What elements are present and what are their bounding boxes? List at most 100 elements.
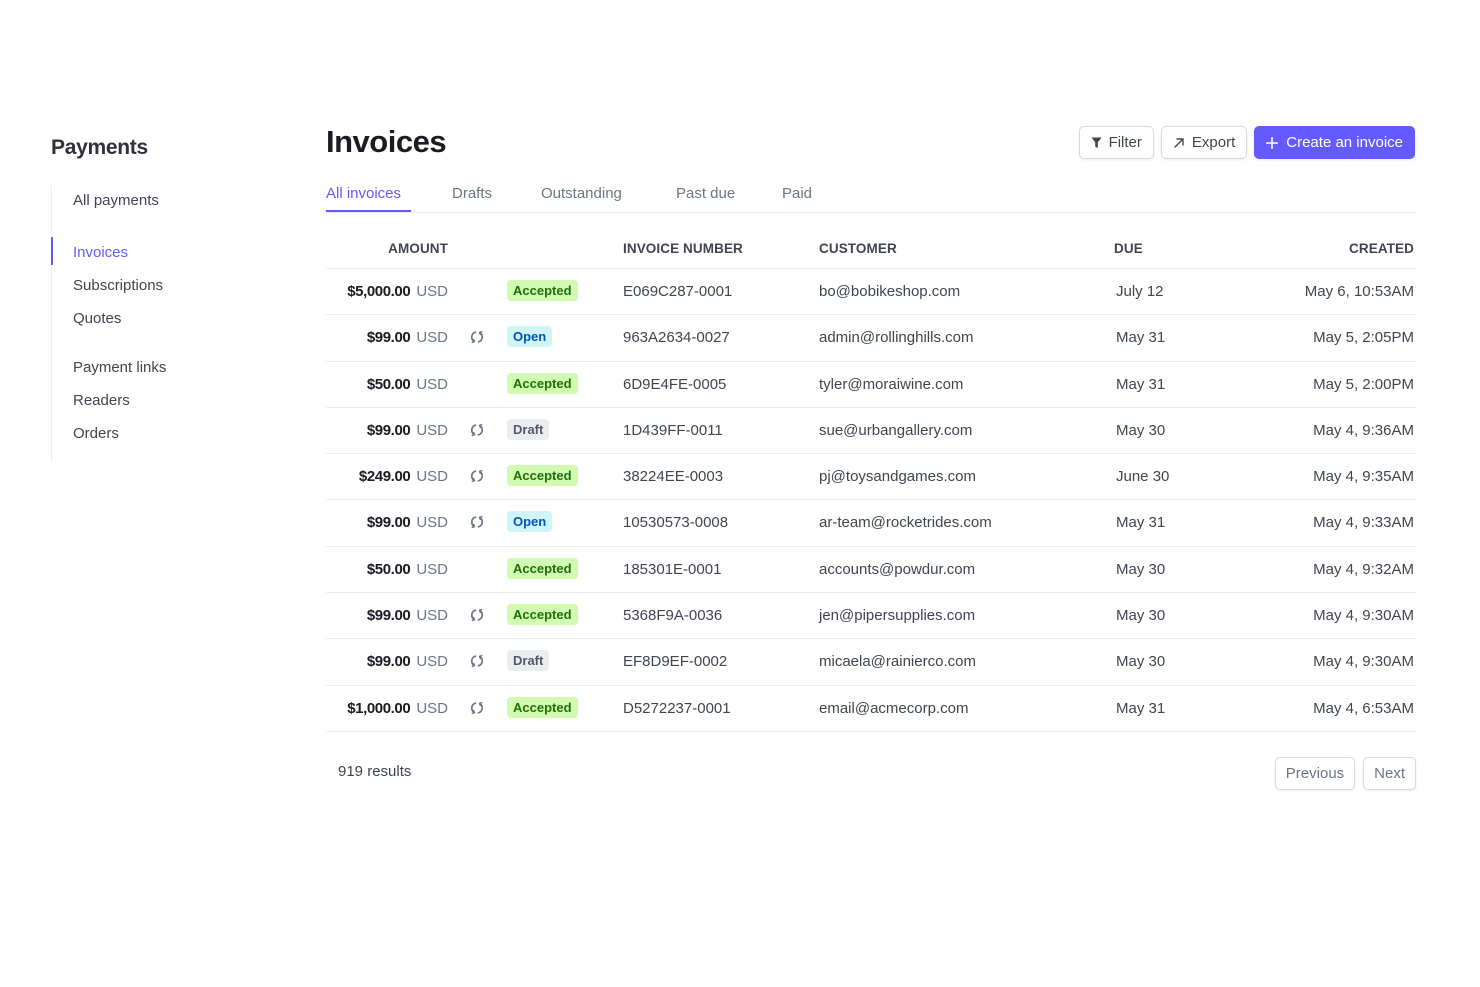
amount-value: $5,000.00 (347, 283, 411, 300)
table-row[interactable]: $99.00 USD Accepted 5368F9A-0036 jen@pipe… (326, 593, 1416, 640)
due-date: May 30 (1116, 421, 1166, 439)
amount-cell: $50.00 USD (367, 561, 448, 579)
amount-cell: $5,000.00 USD (347, 283, 448, 301)
tab-paid[interactable]: Paid (782, 185, 813, 202)
customer-email: ar-team@rocketrides.com (819, 514, 992, 532)
amount-cell: $99.00 USD (367, 329, 448, 347)
currency-code: USD (416, 560, 448, 578)
created-date: May 4, 9:35AM (1313, 468, 1414, 486)
table-header: AMOUNT INVOICE NUMBER CUSTOMER DUE CREAT… (326, 230, 1416, 269)
currency-code: USD (416, 514, 448, 532)
amount-cell: $1,000.00 USD (347, 700, 448, 718)
sidebar-item-readers[interactable]: Readers (73, 392, 130, 409)
filter-label: Filter (1108, 134, 1142, 151)
column-header-amount[interactable]: AMOUNT (388, 241, 448, 256)
table-row[interactable]: $50.00 USD Accepted 6D9E4FE-0005 tyler@mo… (326, 362, 1416, 408)
due-date: May 31 (1116, 329, 1166, 347)
active-tab-underline (326, 210, 411, 212)
sidebar-item-invoices[interactable]: Invoices (73, 244, 129, 261)
invoice-number: E069C287-0001 (623, 283, 733, 300)
recurring-icon (468, 328, 486, 346)
due-date: July 12 (1116, 283, 1164, 300)
header-actions: Filter Export Create an invoice (1078, 126, 1415, 159)
due-date: May 31 (1116, 375, 1166, 393)
tab-drafts[interactable]: Drafts (452, 185, 493, 202)
pagination: Previous Next (1274, 757, 1416, 790)
table-row[interactable]: $99.00 USD Open 963A2634-0027 admin@rolli… (326, 315, 1416, 362)
tab-past-due[interactable]: Past due (676, 185, 736, 202)
table-row[interactable]: $5,000.00 USD Accepted E069C287-0001 bo@b… (326, 269, 1416, 316)
created-date: May 4, 6:53AM (1313, 699, 1414, 717)
status-badge: Open (507, 511, 553, 533)
customer-email: micaela@rainierco.com (819, 653, 976, 671)
status-badge: Draft (507, 650, 550, 672)
table-row[interactable]: $99.00 USD Draft 1D439FF-0011 sue@urbanga… (326, 408, 1416, 455)
created-date: May 5, 2:00PM (1313, 375, 1414, 393)
status-badge: Accepted (507, 372, 578, 394)
next-page-button[interactable]: Next (1363, 757, 1416, 790)
sidebar: Payments All payments Invoices Subscript… (51, 134, 291, 461)
export-button[interactable]: Export (1160, 126, 1248, 159)
amount-value: $50.00 (366, 375, 411, 393)
customer-email: accounts@powdur.com (819, 560, 976, 578)
status-badge: Draft (507, 418, 550, 440)
created-date: May 4, 9:30AM (1313, 653, 1414, 671)
create-invoice-button[interactable]: Create an invoice (1254, 126, 1415, 159)
filter-icon (1091, 137, 1102, 149)
created-date: May 4, 9:30AM (1313, 607, 1414, 625)
status-badge: Accepted (507, 604, 578, 626)
invoice-number: 185301E-0001 (623, 560, 722, 578)
invoice-number: 1D439FF-0011 (623, 421, 723, 439)
created-date: May 4, 9:32AM (1313, 560, 1414, 578)
recurring-icon (468, 652, 486, 670)
invoice-number: 10530573-0008 (623, 514, 729, 532)
customer-email: tyler@moraiwine.com (819, 375, 964, 393)
table-row[interactable]: $1,000.00 USD Accepted D5272237-0001 emai… (326, 686, 1416, 732)
filter-button[interactable]: Filter (1078, 126, 1154, 159)
amount-value: $249.00 (358, 468, 411, 486)
currency-code: USD (416, 375, 448, 393)
results-count: 919 results (338, 763, 412, 780)
recurring-icon (468, 699, 486, 717)
sidebar-title: Payments (51, 136, 148, 159)
table-body: $5,000.00 USD Accepted E069C287-0001 bo@b… (326, 269, 1416, 732)
column-header-created[interactable]: CREATED (1349, 241, 1414, 256)
table-row[interactable]: $99.00 USD Draft EF8D9EF-0002 micaela@rai… (326, 639, 1416, 686)
amount-value: $99.00 (366, 514, 411, 532)
sidebar-item-orders[interactable]: Orders (73, 425, 119, 442)
page-title: Invoices (326, 124, 447, 159)
table-row[interactable]: $50.00 USD Accepted 185301E-0001 accounts… (326, 547, 1416, 594)
sidebar-item-quotes[interactable]: Quotes (73, 310, 122, 327)
plus-icon (1266, 136, 1279, 149)
arrow-up-right-icon (1173, 137, 1185, 149)
created-date: May 6, 10:53AM (1304, 283, 1414, 300)
amount-value: $99.00 (366, 329, 411, 347)
amount-cell: $99.00 USD (367, 422, 448, 440)
status-badge: Accepted (507, 696, 578, 718)
tab-outstanding[interactable]: Outstanding (541, 185, 622, 202)
previous-page-button[interactable]: Previous (1274, 757, 1356, 790)
tab-all-invoices[interactable]: All invoices (326, 185, 402, 202)
invoice-number: D5272237-0001 (623, 699, 731, 717)
table-row[interactable]: $249.00 USD Accepted 38224EE-0003 pj@toys… (326, 454, 1416, 501)
invoices-table: AMOUNT INVOICE NUMBER CUSTOMER DUE CREAT… (326, 230, 1416, 732)
table-row[interactable]: $99.00 USD Open 10530573-0008 ar-team@roc… (326, 500, 1416, 547)
column-header-due[interactable]: DUE (1114, 241, 1143, 256)
sidebar-item-subscriptions[interactable]: Subscriptions (73, 277, 164, 294)
currency-code: USD (416, 607, 448, 625)
column-header-customer[interactable]: CUSTOMER (819, 241, 897, 256)
recurring-icon (468, 467, 486, 485)
export-label: Export (1191, 134, 1236, 151)
customer-email: admin@rollinghills.com (819, 329, 974, 347)
column-header-invoice-number[interactable]: INVOICE NUMBER (623, 241, 743, 256)
create-invoice-label: Create an invoice (1286, 134, 1403, 151)
sidebar-item-all-payments[interactable]: All payments (73, 192, 159, 209)
customer-email: sue@urbangallery.com (819, 421, 973, 439)
active-nav-indicator (51, 237, 53, 265)
invoice-number: 5368F9A-0036 (623, 607, 723, 625)
due-date: May 30 (1116, 560, 1166, 578)
due-date: May 30 (1116, 653, 1166, 671)
amount-value: $1,000.00 (347, 699, 411, 717)
sidebar-item-payment-links[interactable]: Payment links (73, 359, 167, 376)
customer-email: jen@pipersupplies.com (819, 607, 976, 625)
